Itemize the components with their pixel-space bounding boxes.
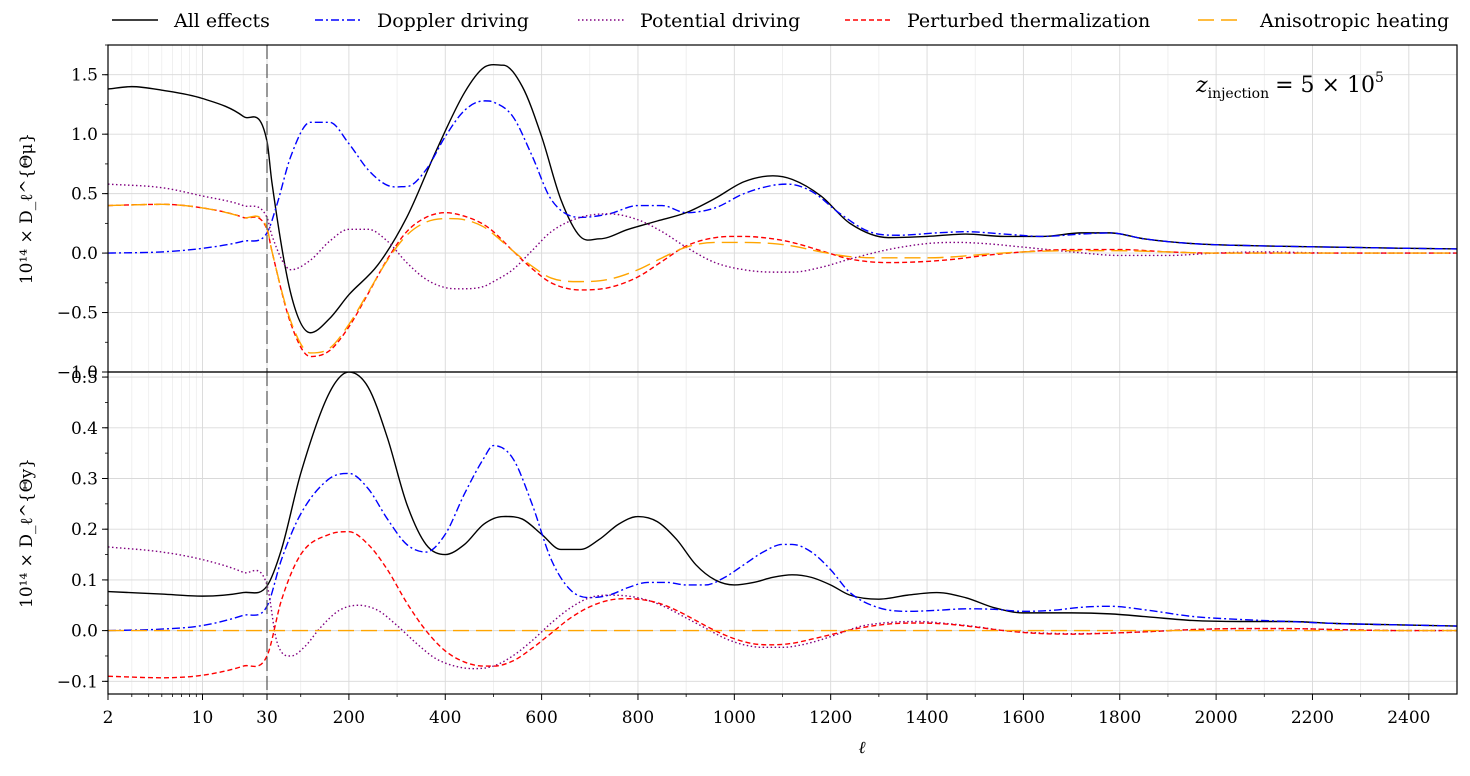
x-tick-label: 2200 <box>1291 708 1334 728</box>
y-tick-label-bottom: 0.5 <box>71 368 98 388</box>
x-tick-label: 1000 <box>713 708 756 728</box>
series-line-bottom-perturbed-thermalization <box>108 531 1457 679</box>
annotation-sup: 5 <box>1375 70 1384 86</box>
y-tick-label-bottom: 0.1 <box>71 571 98 591</box>
series-line-bottom-doppler-driving <box>108 444 1457 632</box>
y-tick-label-top: 1.0 <box>71 125 98 145</box>
x-axis: 2 10 30 200 400 600 800 1000 1200 1400 1600 1800 200… <box>103 694 1430 728</box>
x-tick-label: 2400 <box>1387 708 1430 728</box>
x-tick-label: 1400 <box>905 708 948 728</box>
y-axis-title-top: 10¹⁴ × D_ℓ^{Θμ} <box>17 133 37 284</box>
x-tick-label: 10 <box>192 708 214 728</box>
x-tick-label: 200 <box>333 708 365 728</box>
annotation-base: z <box>1195 73 1208 98</box>
y-tick-label-bottom: −0.1 <box>57 672 98 692</box>
series-line-top-all-effects <box>108 63 1457 334</box>
annotation-text: = 5 × 10 <box>1275 73 1375 98</box>
x-tick-label: 1600 <box>1002 708 1045 728</box>
series-group-top <box>108 63 1457 358</box>
annotation-sub: injection <box>1208 86 1270 102</box>
annotation: zinjection = 5 × 105 <box>1195 70 1384 102</box>
x-axis-title: ℓ <box>858 738 865 758</box>
legend-label: All effects <box>173 10 270 32</box>
legend-label: Perturbed thermalization <box>907 10 1150 32</box>
grid-bottom <box>107 372 1457 694</box>
y-tick-label-top: −1.0 <box>57 363 98 383</box>
y-tick-label-top: 0.5 <box>71 185 98 205</box>
x-tick-label: 2 <box>103 708 114 728</box>
legend: All effects Doppler driving Potential driv… <box>112 10 1449 32</box>
legend-label: Doppler driving <box>377 10 529 32</box>
y-tick-label-bottom: 0.0 <box>71 622 98 642</box>
legend-label: Potential driving <box>640 10 800 32</box>
x-tick-label: 600 <box>525 708 557 728</box>
x-tick-label: 400 <box>429 708 461 728</box>
legend-item-perturbed-thermalization: Perturbed thermalization <box>845 10 1150 32</box>
series-line-top-doppler-driving <box>108 100 1457 254</box>
x-tick-label: 800 <box>622 708 654 728</box>
legend-item-potential-driving: Potential driving <box>578 10 800 32</box>
y-tick-label-top: 1.5 <box>71 66 98 86</box>
y-tick-label-bottom: 0.4 <box>71 419 98 439</box>
panel-bottom: −0.1 0.0 0.1 0.2 0.3 0.4 0.5 10¹⁴ × D_ℓ^{Θy} <box>17 368 1458 695</box>
y-tick-label-bottom: 0.3 <box>71 469 98 489</box>
legend-item-doppler-driving: Doppler driving <box>315 10 529 32</box>
x-tick-label: 2000 <box>1194 708 1237 728</box>
y-tick-label-top: −0.5 <box>57 304 98 324</box>
series-line-top-anisotropic-heating <box>108 203 1457 354</box>
x-tick-label: 1800 <box>1098 708 1141 728</box>
x-tick-label: 30 <box>256 708 278 728</box>
legend-item-all-effects: All effects <box>112 10 270 32</box>
series-line-top-perturbed-thermalization <box>108 203 1457 358</box>
y-tick-label-bottom: 0.2 <box>71 520 98 540</box>
y-axis-title-bottom: 10¹⁴ × D_ℓ^{Θy} <box>17 458 37 608</box>
legend-label: Anisotropic heating <box>1259 10 1449 32</box>
legend-item-anisotropic-heating: Anisotropic heating <box>1198 10 1449 32</box>
x-tick-label: 1200 <box>809 708 852 728</box>
y-tick-label-top: 0.0 <box>71 244 98 264</box>
